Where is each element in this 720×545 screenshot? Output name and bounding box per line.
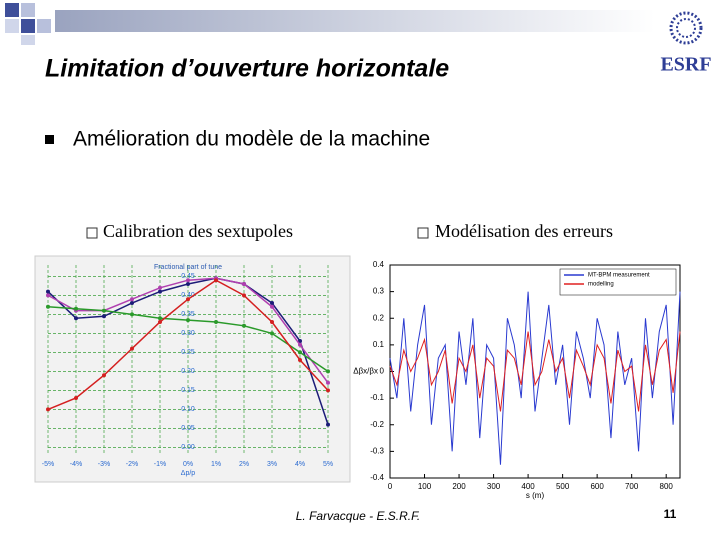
logo: ESRF	[660, 11, 712, 76]
point	[130, 301, 134, 305]
sub-bullet: Modélisation des erreurs	[435, 221, 613, 241]
y-tick-label: 0.05	[181, 425, 195, 432]
x-tick-label: 1%	[211, 461, 221, 468]
point	[186, 318, 190, 323]
logo-text: ESRF	[660, 54, 711, 76]
point	[298, 350, 302, 355]
legend-label: MT-BPM measurement	[588, 273, 650, 279]
page-number: 11	[664, 507, 677, 521]
x-tick-label: 500	[556, 482, 570, 491]
x-axis-label: s (m)	[526, 491, 545, 500]
x-tick-label: -4%	[70, 461, 82, 468]
x-tick-label: -1%	[154, 461, 166, 468]
x-tick-label: 4%	[295, 461, 305, 468]
sub-bullet: Calibration des sextupoles	[103, 221, 293, 241]
point	[46, 289, 50, 294]
point	[242, 293, 246, 298]
y-tick-label: 0.1	[373, 340, 385, 349]
legend-label: modelling	[588, 282, 614, 288]
x-tick-label: 400	[521, 482, 535, 491]
series-line	[389, 291, 681, 465]
point	[270, 301, 274, 305]
point	[130, 312, 134, 317]
x-tick-label: 200	[452, 482, 466, 491]
y-tick-label: -0.1	[370, 393, 384, 402]
bullet-icon	[45, 135, 54, 144]
point	[74, 396, 78, 400]
y-tick-label: 0.35	[181, 311, 195, 318]
plot-area	[389, 264, 681, 479]
y-tick-label: 0.10	[181, 406, 195, 413]
y-tick-label: -0.2	[370, 420, 384, 429]
x-tick-label: 0%	[183, 461, 193, 468]
footer: L. Farvacque - E.S.R.F.	[296, 509, 421, 523]
x-tick-label: 2%	[239, 461, 249, 468]
point	[46, 407, 50, 412]
point	[270, 331, 274, 336]
point	[298, 339, 302, 343]
point	[158, 289, 162, 294]
x-tick-label: 300	[487, 482, 501, 491]
point	[242, 282, 246, 286]
point	[242, 323, 246, 328]
y-tick-label: 0.4	[373, 260, 385, 269]
x-tick-label: 700	[625, 482, 639, 491]
x-tick-label: 3%	[267, 461, 277, 468]
point	[214, 278, 218, 283]
point	[298, 358, 302, 362]
x-tick-label: -5%	[42, 461, 54, 468]
point	[326, 388, 330, 393]
y-tick-label: 0	[380, 367, 385, 376]
y-tick-label: 0.30	[181, 330, 195, 337]
y-tick-label: -0.3	[370, 446, 384, 455]
y-tick-label: -0.4	[370, 473, 384, 482]
point	[102, 314, 106, 319]
x-tick-label: 5%	[323, 461, 333, 468]
point	[326, 380, 330, 385]
sub-bullet-icon	[86, 227, 98, 239]
x-tick-label: 0	[388, 482, 393, 491]
point	[270, 304, 274, 309]
point	[102, 308, 106, 313]
point	[158, 320, 162, 324]
point	[158, 285, 162, 290]
point	[46, 293, 50, 298]
point	[130, 297, 134, 302]
chart-panel	[34, 255, 351, 483]
point	[270, 320, 274, 324]
slide-title: Limitation d’ouverture horizontale	[45, 55, 449, 83]
x-tick-label: -3%	[98, 461, 110, 468]
x-tick-label: 100	[418, 482, 432, 491]
point	[74, 316, 78, 321]
series-line	[389, 331, 681, 412]
point	[158, 316, 162, 321]
point	[214, 320, 218, 324]
bullet: Amélioration du modèle de la machine	[73, 128, 430, 151]
point	[102, 373, 106, 378]
decoration	[5, 3, 655, 45]
point	[46, 304, 50, 309]
legend	[559, 268, 677, 296]
point	[186, 297, 190, 302]
x-tick-label: 800	[660, 482, 674, 491]
point	[186, 282, 190, 286]
point	[74, 306, 78, 311]
point	[326, 422, 330, 427]
point	[130, 346, 134, 351]
point	[326, 369, 330, 374]
point	[186, 278, 190, 283]
sub-bullet-icon	[417, 227, 429, 239]
x-axis-label: Δp/p	[181, 470, 196, 477]
x-tick-label: 600	[590, 482, 604, 491]
y-tick-label: 0.3	[373, 287, 385, 296]
y-axis-label: Δβx/βx	[353, 367, 378, 376]
chart-title: Fractional part of tune	[154, 264, 222, 271]
y-tick-label: 0.2	[373, 313, 385, 322]
point	[298, 342, 302, 347]
x-tick-label: -2%	[126, 461, 138, 468]
